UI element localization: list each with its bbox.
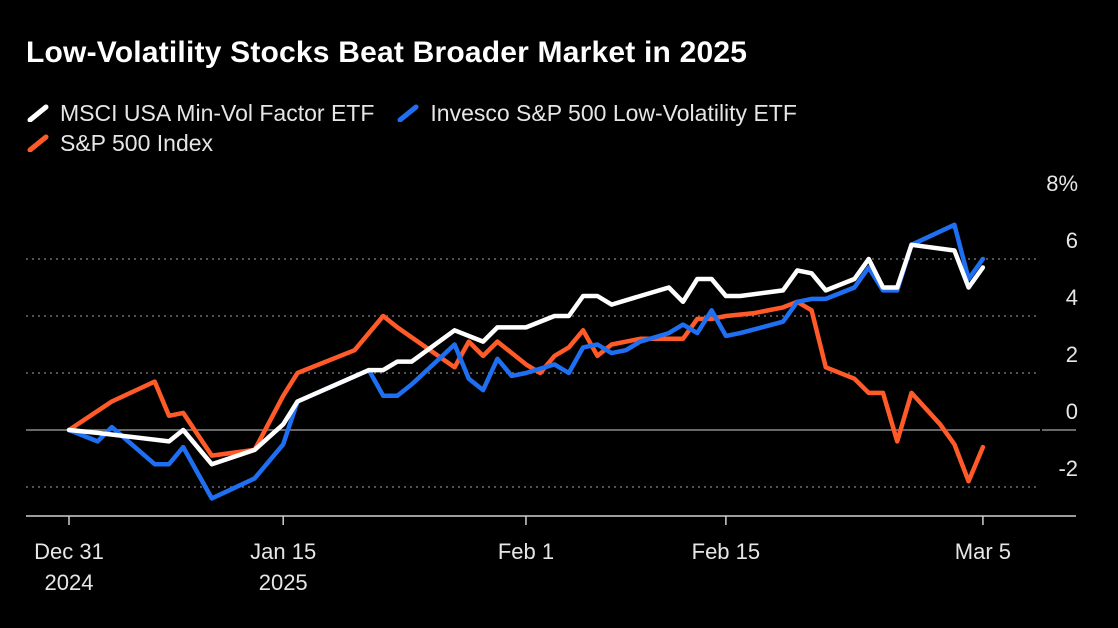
x-tick-label-0: Dec 31	[34, 539, 104, 564]
x-tick-label-4: Mar 5	[955, 539, 1011, 564]
x-tick-label-3: Feb 15	[692, 539, 761, 564]
series-line-invesco	[66, 222, 986, 501]
legend-label-invesco: Invesco S&P 500 Low-Volatility ETF	[430, 99, 797, 126]
series-line-sp500	[66, 299, 986, 484]
legend-line-msci	[27, 104, 49, 122]
y-tick-label-6: 6	[1066, 228, 1078, 253]
legend-swatch-msci	[26, 104, 52, 122]
legend-swatch-invesco	[396, 104, 422, 122]
chart-title: Low-Volatility Stocks Beat Broader Marke…	[26, 36, 748, 69]
legend-line-sp500	[27, 134, 49, 152]
y-tick-label-neg2: -2	[1058, 456, 1078, 481]
x-tick-label-2: Feb 1	[498, 539, 554, 564]
legend-row-1: MSCI USA Min-Vol Factor ETF Invesco S&P …	[26, 98, 1086, 128]
legend-item-sp500: S&P 500 Index	[26, 130, 213, 157]
legend-label-msci: MSCI USA Min-Vol Factor ETF	[60, 99, 375, 126]
series-line-msci	[66, 242, 986, 467]
x-tick-sublabel-0: 2024	[45, 570, 94, 595]
x-tick-label-1: Jan 15	[250, 539, 316, 564]
legend-swatch-sp500	[26, 134, 52, 152]
y-tick-label-8: 8%	[1046, 171, 1078, 196]
legend-item-msci: MSCI USA Min-Vol Factor ETF	[26, 100, 374, 127]
legend-line-invesco	[397, 104, 419, 122]
y-tick-label-2: 2	[1066, 342, 1078, 367]
y-tick-label-0: 0	[1066, 399, 1078, 424]
legend-item-invesco: Invesco S&P 500 Low-Volatility ETF	[396, 99, 797, 127]
y-tick-label-4: 4	[1066, 285, 1078, 310]
legend-label-sp500: S&P 500 Index	[60, 129, 214, 156]
legend-row-2: S&P 500 Index	[26, 128, 1086, 158]
x-tick-sublabel-1: 2025	[259, 570, 308, 595]
chart-legend: MSCI USA Min-Vol Factor ETF Invesco S&P …	[26, 98, 1086, 158]
